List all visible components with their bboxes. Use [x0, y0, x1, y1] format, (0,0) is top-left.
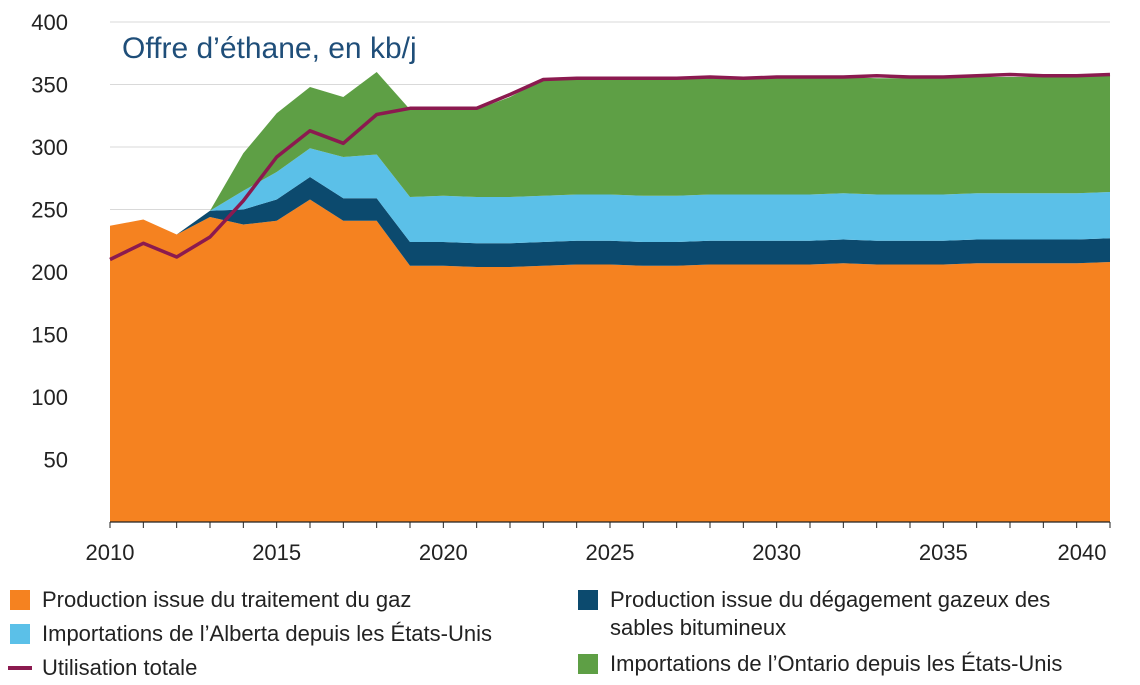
y-tick-label-150: 150 — [31, 323, 68, 348]
y-tick-label-100: 100 — [31, 385, 68, 410]
x-tick-labels: 2010 2015 2020 2025 2030 2035 2040 — [86, 540, 1107, 565]
line-total-use — [109, 72, 1111, 262]
x-tick-label-2035: 2035 — [919, 540, 968, 565]
legend-item-total: Utilisation totale — [8, 654, 197, 682]
legend-item-gas-processing: Production issue du traitement du gaz — [10, 586, 411, 614]
y-tick-label-300: 300 — [31, 135, 68, 160]
y-tick-label-50: 50 — [44, 448, 68, 473]
x-tick-label-2030: 2030 — [752, 540, 801, 565]
legend-label-ontario: Importations de l’Ontario depuis les Éta… — [610, 651, 1063, 676]
legend-swatch-total — [8, 666, 32, 670]
legend-label-alberta: Importations de l’Alberta depuis les Éta… — [42, 621, 492, 646]
legend-label-oil-sands-line2: sables bitumineux — [610, 615, 787, 640]
area-series-0 — [110, 199, 1110, 522]
y-tick-label-350: 350 — [31, 73, 68, 98]
legend-swatch-alberta — [10, 624, 30, 644]
area-series-3 — [110, 72, 1110, 235]
legend-label-gas-processing: Production issue du traitement du gaz — [42, 587, 412, 612]
x-tick-label-2040: 2040 — [1058, 540, 1107, 565]
legend-label-oil-sands-line1: Production issue du dégagement gazeux de… — [610, 587, 1051, 612]
y-tick-label-200: 200 — [31, 260, 68, 285]
x-tick-label-2015: 2015 — [252, 540, 301, 565]
legend-swatch-ontario — [578, 654, 598, 674]
legend-swatch-gas-processing — [10, 590, 30, 610]
legend-item-oil-sands: Production issue du dégagement gazeux de… — [578, 586, 1050, 642]
legend-item-ontario: Importations de l’Ontario depuis les Éta… — [578, 650, 1062, 678]
area-series-1 — [110, 177, 1110, 267]
stacked-areas — [110, 72, 1110, 522]
y-tick-label-250: 250 — [31, 198, 68, 223]
legend-swatch-oil-sands — [578, 590, 598, 610]
legend: Production issue du traitement du gaz Im… — [0, 578, 1140, 685]
x-tick-label-2010: 2010 — [86, 540, 135, 565]
total-line-layer — [109, 72, 1111, 262]
x-tick-label-2025: 2025 — [586, 540, 635, 565]
axes — [109, 521, 1111, 528]
legend-label-total: Utilisation totale — [42, 655, 198, 680]
legend-item-alberta: Importations de l’Alberta depuis les Éta… — [10, 620, 492, 648]
y-tick-label-400: 400 — [31, 10, 68, 35]
area-series-2 — [110, 148, 1110, 244]
chart-title: Offre d’éthane, en kb/j — [122, 32, 417, 65]
legend-label-oil-sands: Production issue du dégagement gazeux de… — [610, 586, 1050, 642]
x-tick-label-2020: 2020 — [419, 540, 468, 565]
y-tick-labels: 50 100 150 200 250 300 350 400 — [31, 10, 68, 473]
